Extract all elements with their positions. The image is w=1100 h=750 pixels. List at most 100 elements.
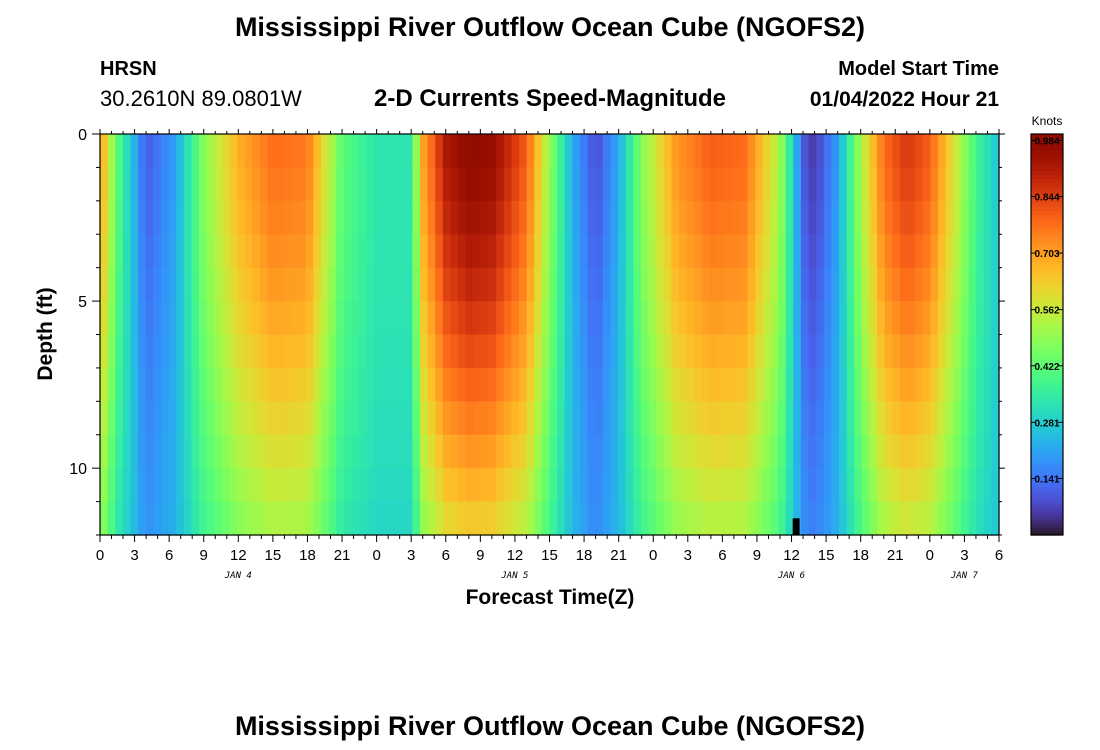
- colorbar-cell: [1031, 190, 1063, 195]
- heatmap-cell: [389, 434, 398, 469]
- heatmap-cell: [831, 301, 840, 336]
- heatmap-cell: [473, 334, 482, 369]
- heatmap-cell: [968, 134, 977, 169]
- heatmap-cell: [671, 267, 680, 302]
- heatmap-cell: [191, 501, 200, 536]
- colorbar-cell: [1031, 214, 1063, 219]
- heatmap-cell: [800, 234, 810, 269]
- heatmap-cell: [983, 401, 992, 436]
- heatmap-cell: [686, 167, 695, 202]
- heatmap-cell: [259, 434, 269, 469]
- heatmap-cell: [336, 367, 345, 402]
- heatmap-cell: [549, 167, 558, 202]
- heatmap-cell: [595, 468, 604, 503]
- colorbar-cell: [1031, 138, 1063, 143]
- heatmap-cell: [877, 334, 886, 369]
- colorbar-cell: [1031, 530, 1063, 536]
- colorbar-cell: [1031, 410, 1063, 416]
- heatmap-cell: [991, 267, 1000, 302]
- heatmap-cell: [290, 334, 299, 369]
- heatmap-cell: [732, 334, 741, 369]
- heatmap-cell: [953, 234, 962, 269]
- heatmap-cell: [686, 434, 695, 469]
- heatmap-cell: [511, 334, 520, 369]
- heatmap-cell: [336, 234, 345, 269]
- heatmap-cell: [595, 200, 604, 235]
- heatmap-cell: [351, 301, 360, 336]
- heatmap-cell: [625, 434, 634, 469]
- heatmap-cell: [290, 501, 299, 536]
- heatmap-cell: [831, 501, 840, 536]
- heatmap-cell: [374, 367, 383, 402]
- heatmap-cell: [793, 200, 802, 235]
- colorbar-cell: [1031, 334, 1063, 340]
- heatmap-cell: [237, 434, 246, 469]
- heatmap-cell: [176, 501, 185, 536]
- heatmap-cell: [259, 334, 269, 369]
- heatmap-cell: [915, 134, 924, 169]
- heatmap-cell: [168, 367, 177, 402]
- heatmap-cell: [511, 434, 520, 469]
- heatmap-cell: [115, 134, 124, 169]
- heatmap-cell: [915, 468, 924, 503]
- heatmap-cell: [343, 167, 353, 202]
- heatmap-cell: [473, 200, 482, 235]
- heatmap-cell: [953, 334, 962, 369]
- heatmap-cell: [549, 501, 558, 536]
- heatmap-cell: [701, 200, 711, 235]
- heatmap-cell: [465, 234, 474, 269]
- colorbar-cell: [1031, 250, 1063, 255]
- heatmap-cell: [282, 334, 292, 369]
- heatmap-cell: [404, 200, 413, 235]
- colorbar-cell: [1031, 282, 1063, 287]
- heatmap-cell: [214, 134, 223, 169]
- model-start-label: Model Start Time: [838, 58, 999, 80]
- heatmap-cell: [618, 501, 627, 536]
- heatmap-cell: [549, 334, 558, 369]
- heatmap-cell: [244, 401, 253, 436]
- y-tick-label: 5: [78, 294, 87, 311]
- heatmap-cell: [633, 301, 642, 336]
- heatmap-cell: [800, 434, 810, 469]
- heatmap-cell: [519, 167, 528, 202]
- heatmap-cell: [199, 334, 208, 369]
- x-tick-label: 0: [649, 547, 657, 564]
- heatmap-cell: [602, 267, 612, 302]
- heatmap-cell: [869, 301, 878, 336]
- heatmap-cell: [656, 334, 665, 369]
- heatmap-cell: [808, 501, 817, 536]
- heatmap-cell: [160, 334, 170, 369]
- heatmap-cell: [816, 401, 825, 436]
- heatmap-cell: [290, 401, 299, 436]
- heatmap-cell: [122, 200, 132, 235]
- colorbar-cell: [1031, 294, 1063, 300]
- heatmap-cell: [960, 134, 970, 169]
- heatmap-cell: [305, 501, 314, 536]
- heatmap-cell: [587, 334, 596, 369]
- heatmap-cell: [976, 367, 985, 402]
- heatmap-cell: [351, 200, 360, 235]
- heatmap-cell: [221, 134, 231, 169]
- heatmap-cell: [770, 468, 779, 503]
- heatmap-cell: [328, 134, 337, 169]
- heatmap-cell: [534, 434, 543, 469]
- heatmap-cell: [656, 267, 665, 302]
- heatmap-cell: [381, 367, 391, 402]
- heatmap-cell: [899, 301, 909, 336]
- heatmap-cell: [366, 367, 375, 402]
- colorbar-cell: [1031, 430, 1063, 436]
- heatmap-cell: [191, 167, 200, 202]
- heatmap-cell: [877, 501, 886, 536]
- heatmap-cell: [465, 167, 474, 202]
- heatmap-cell: [709, 301, 718, 336]
- heatmap-cell: [839, 267, 848, 302]
- heatmap-cell: [922, 434, 932, 469]
- heatmap-cell: [709, 134, 718, 169]
- colorbar-cell: [1031, 142, 1063, 147]
- heatmap-cell: [861, 367, 871, 402]
- heatmap-cell: [206, 434, 215, 469]
- heatmap-cell: [435, 367, 444, 402]
- heatmap-cell: [938, 301, 947, 336]
